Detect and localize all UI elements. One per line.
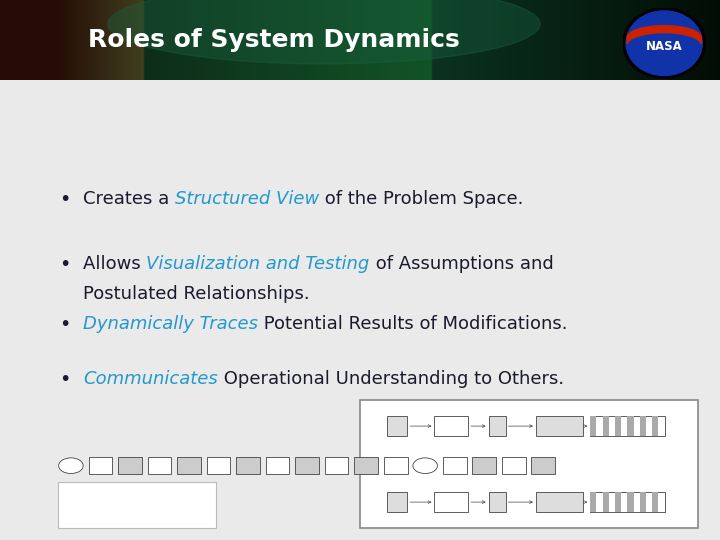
Text: •: • (59, 255, 71, 274)
Text: Potential Results of Modifications.: Potential Results of Modifications. (258, 315, 567, 333)
Bar (387, 492, 408, 512)
Text: Operational Understanding to Others.: Operational Understanding to Others. (217, 370, 564, 388)
Text: of Assumptions and: of Assumptions and (369, 255, 553, 273)
Text: Communicates: Communicates (83, 370, 217, 388)
Bar (640, 492, 646, 512)
Bar (603, 492, 608, 512)
Bar (118, 457, 142, 475)
Bar (266, 457, 289, 475)
Bar (148, 457, 171, 475)
Bar (434, 416, 468, 436)
Text: Dynamically Traces: Dynamically Traces (83, 315, 258, 333)
Text: •: • (59, 370, 71, 389)
Bar (536, 416, 583, 436)
Bar (502, 457, 526, 475)
Text: Creates a: Creates a (83, 190, 175, 208)
Polygon shape (627, 26, 701, 44)
Bar (177, 457, 201, 475)
Bar (384, 457, 408, 475)
Circle shape (58, 458, 84, 474)
Bar (236, 457, 260, 475)
Text: •: • (59, 315, 71, 334)
Bar (652, 416, 658, 436)
Bar (489, 416, 505, 436)
Bar (443, 457, 467, 475)
Bar (354, 457, 378, 475)
Bar (58, 483, 216, 529)
Bar (652, 492, 658, 512)
Text: of the Problem Space.: of the Problem Space. (319, 190, 523, 208)
Bar (615, 416, 621, 436)
Bar (640, 416, 646, 436)
Bar (207, 457, 230, 475)
Bar (615, 492, 621, 512)
Bar (295, 457, 319, 475)
Text: NASA: NASA (646, 39, 683, 52)
Bar (627, 416, 634, 436)
Circle shape (626, 11, 702, 76)
Bar (360, 400, 698, 529)
Bar (89, 457, 112, 475)
Text: Structured View: Structured View (175, 190, 319, 208)
Text: Roles of System Dynamics: Roles of System Dynamics (88, 28, 459, 52)
Circle shape (413, 458, 438, 474)
Bar (387, 416, 408, 436)
Bar (472, 457, 496, 475)
Ellipse shape (108, 0, 540, 64)
Text: Postulated Relationships.: Postulated Relationships. (83, 285, 310, 302)
Text: •: • (59, 190, 71, 210)
Bar (590, 492, 596, 512)
Circle shape (623, 8, 706, 78)
Bar (590, 492, 665, 512)
Bar (489, 492, 505, 512)
Bar (603, 416, 608, 436)
Bar (325, 457, 348, 475)
Bar (536, 492, 583, 512)
Text: Visualization and Testing: Visualization and Testing (146, 255, 369, 273)
Bar (434, 492, 468, 512)
Bar (590, 416, 596, 436)
Bar (590, 416, 665, 436)
Bar (627, 492, 634, 512)
Bar (531, 457, 555, 475)
Text: Allows: Allows (83, 255, 146, 273)
